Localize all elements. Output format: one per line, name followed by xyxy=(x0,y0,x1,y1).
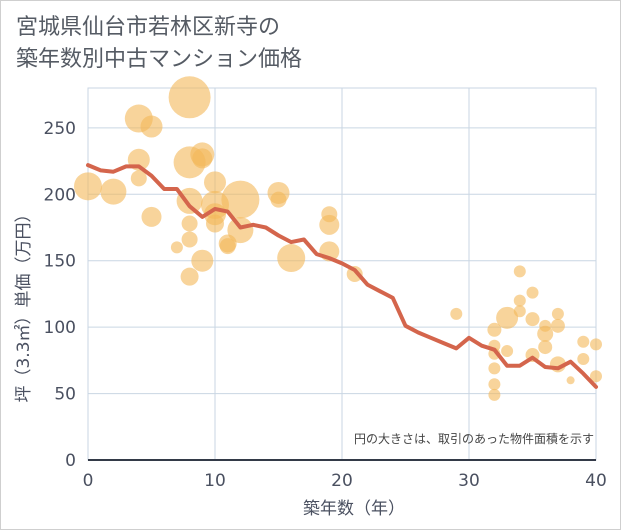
data-bubble xyxy=(526,286,539,299)
y-tick-label: 200 xyxy=(44,185,76,205)
data-bubble xyxy=(488,388,501,401)
data-bubble xyxy=(577,335,590,348)
data-bubble xyxy=(181,231,198,248)
data-bubble xyxy=(487,322,502,337)
x-tick-label: 0 xyxy=(83,471,94,491)
data-bubble xyxy=(277,244,306,273)
data-bubble xyxy=(590,370,602,383)
data-bubble xyxy=(550,318,565,333)
data-bubble xyxy=(180,267,199,286)
data-bubble xyxy=(538,340,553,355)
data-bubble xyxy=(141,206,162,227)
tick-labels: 0 10 20 30 40 0 50 100 150 200 250 xyxy=(44,119,607,491)
data-bubble xyxy=(227,217,254,244)
data-bubble xyxy=(450,307,463,320)
chart-title-line-2: 築年数別中古マンション価格 xyxy=(16,47,303,72)
bubble-layer xyxy=(74,76,602,401)
y-tick-label: 100 xyxy=(44,318,76,338)
data-bubble xyxy=(204,171,226,194)
data-bubble xyxy=(488,362,501,375)
data-bubble xyxy=(100,178,127,205)
x-tick-label: 20 xyxy=(331,471,353,491)
trend-line-layer xyxy=(86,163,598,389)
y-axis-label: 坪（3.3㎡）単価（万円） xyxy=(14,205,34,402)
data-bubble xyxy=(590,338,602,351)
data-bubble xyxy=(192,148,213,169)
data-bubble xyxy=(551,307,564,320)
data-bubble xyxy=(525,312,540,327)
data-bubble xyxy=(513,294,526,307)
x-tick-label: 10 xyxy=(204,471,226,491)
data-bubble xyxy=(206,214,224,233)
data-bubble xyxy=(566,376,575,385)
data-bubble xyxy=(577,353,590,366)
data-bubble xyxy=(219,238,236,255)
chart-title-line-1: 宮城県仙台市若林区新寺の xyxy=(16,15,281,40)
x-tick-label: 40 xyxy=(585,471,607,491)
data-bubble xyxy=(537,325,554,342)
trend-line xyxy=(86,163,598,389)
data-bubble xyxy=(168,76,211,119)
size-note: 円の大きさは、取引のあった物件面積を示す xyxy=(354,431,594,446)
data-bubble xyxy=(270,191,287,208)
data-bubble xyxy=(140,115,163,138)
data-bubble xyxy=(496,306,519,329)
data-bubble xyxy=(221,180,260,219)
data-bubble xyxy=(501,345,514,358)
x-tick-label: 30 xyxy=(458,471,480,491)
data-bubble xyxy=(513,265,526,278)
y-tick-label: 250 xyxy=(44,119,76,139)
data-bubble xyxy=(170,241,183,254)
data-bubble xyxy=(130,170,147,187)
x-axis-label: 築年数（年） xyxy=(303,499,405,519)
y-tick-label: 150 xyxy=(44,252,76,272)
data-bubble xyxy=(488,378,501,391)
y-tick-label: 0 xyxy=(65,451,76,471)
data-bubble xyxy=(181,215,198,232)
y-tick-label: 50 xyxy=(54,385,76,405)
data-bubble xyxy=(513,305,526,318)
data-bubble xyxy=(74,172,102,201)
data-bubble xyxy=(191,249,214,272)
data-bubble xyxy=(319,214,340,235)
chart-title: 宮城県仙台市若林区新寺の 築年数別中古マンション価格 xyxy=(16,12,302,76)
